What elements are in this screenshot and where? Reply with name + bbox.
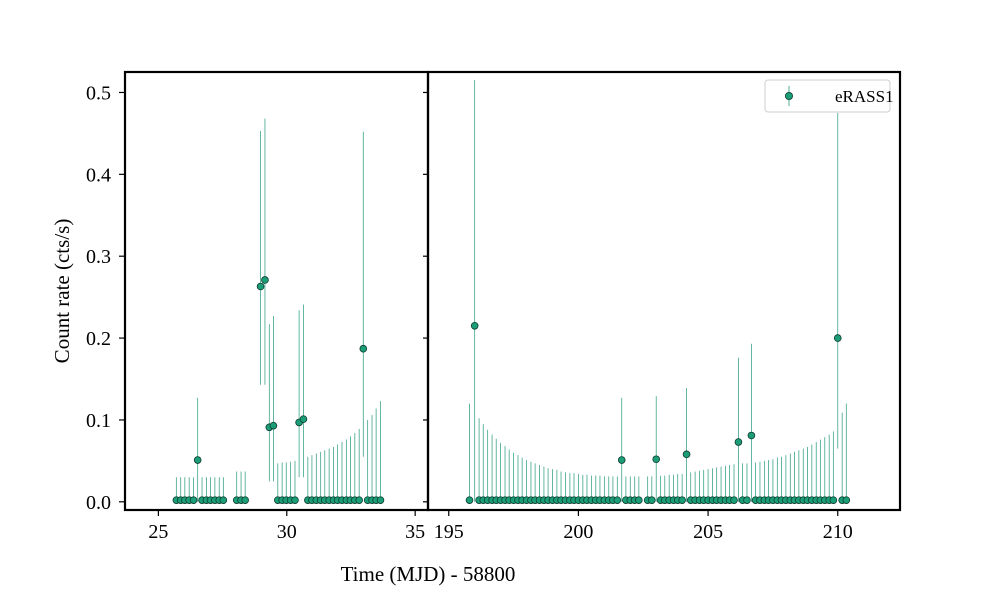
left-data-point-39 (359, 344, 368, 353)
left-x-tick-label-0: 25 (148, 521, 168, 543)
left-panel-frame (123, 70, 430, 512)
left-panel: 25 30 35 (148, 118, 425, 543)
y-tick-label-3: 0.3 (86, 246, 111, 268)
legend-label-erass1: eRASS1 (835, 87, 894, 106)
right-data-point-41 (648, 496, 656, 504)
left-data-point-43 (376, 496, 385, 504)
y-tick-label-2: 0.2 (86, 328, 111, 350)
legend-marker-icon (785, 92, 794, 101)
left-data-point-16 (261, 276, 269, 284)
right-x-tick-label-0: 195 (434, 521, 464, 543)
left-data-point-23 (291, 496, 299, 504)
left-data-point-14 (241, 496, 249, 504)
right-data-point-63 (743, 496, 751, 504)
left-data-point-4 (189, 496, 198, 504)
left-data-point-11 (219, 496, 228, 504)
x-axis-label: Time (MJD) - 58800 (341, 562, 516, 586)
y-axis-label: Count rate (cts/s) (50, 219, 74, 364)
y-tick-label-4: 0.4 (86, 164, 111, 186)
left-data-point-15 (256, 282, 265, 291)
right-x-tick-label-1: 200 (563, 521, 593, 543)
right-data-point-60 (730, 496, 738, 504)
legend-box (764, 79, 891, 113)
right-data-point-35 (617, 456, 626, 464)
right-panel: 195 200 205 210 (434, 80, 853, 543)
right-data-point-0 (465, 496, 474, 504)
left-x-tick-label-2: 35 (405, 521, 425, 543)
right-data-point-83 (829, 496, 838, 504)
left-data-point-38 (355, 496, 363, 504)
y-tick-label-5: 0.5 (86, 82, 111, 104)
right-data-point-49 (682, 450, 691, 459)
right-data-point-84 (833, 334, 842, 342)
axes-frames (123, 70, 902, 512)
right-data-point-42 (652, 455, 661, 464)
right-x-tick-label-3: 210 (823, 521, 853, 543)
left-data-point-18 (269, 421, 278, 430)
left-x-tick-label-1: 30 (277, 521, 297, 543)
left-data-point-5 (193, 456, 202, 464)
right-data-point-86 (842, 496, 851, 504)
right-data-point-1 (470, 321, 479, 330)
y-tick-label-0: 0.0 (86, 492, 111, 514)
right-panel-frame (426, 70, 902, 512)
right-data-point-64 (747, 431, 756, 440)
legend: eRASS1 (764, 79, 894, 113)
right-x-tick-label-2: 205 (693, 521, 723, 543)
y-axis: 0.0 0.1 0.2 0.3 0.4 0.5 (86, 82, 428, 514)
right-data-point-61 (734, 438, 743, 446)
y-tick-label-1: 0.1 (86, 410, 111, 432)
right-data-point-39 (635, 496, 643, 504)
right-data-point-48 (678, 496, 686, 504)
left-data-point-25 (299, 415, 308, 423)
right-data-point-34 (613, 496, 622, 504)
